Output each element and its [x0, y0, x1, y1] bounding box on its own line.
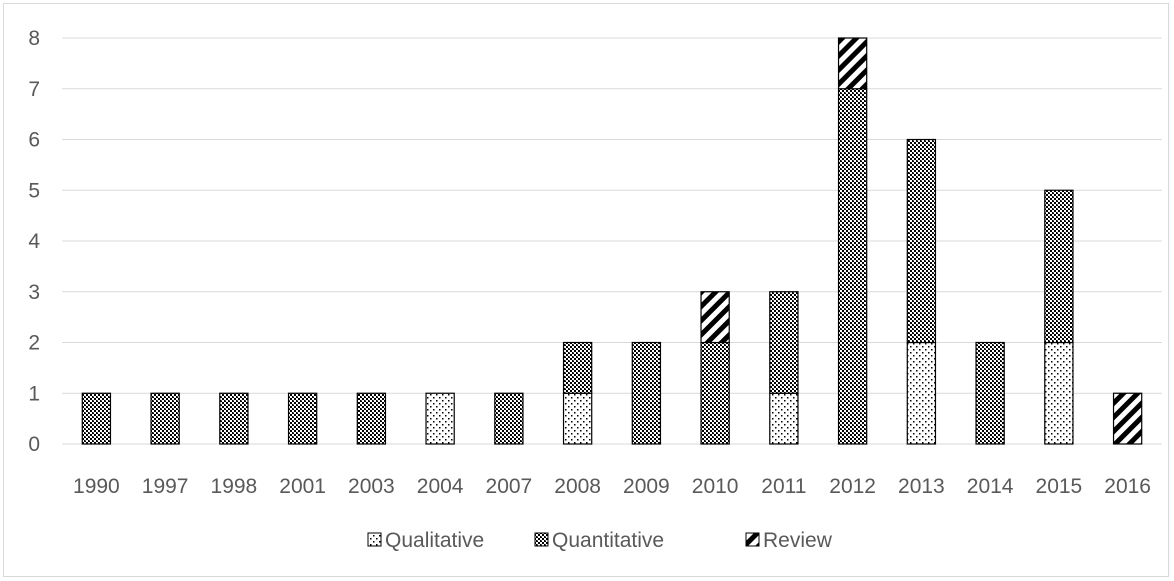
bar-quantitative-2012 — [837, 88, 868, 445]
y-axis-ticks: 0 1 2 3 4 5 6 7 8 — [28, 27, 40, 456]
legend-swatch-quantitative — [534, 532, 549, 547]
legend-swatch-review — [745, 532, 760, 547]
bar-qualitative-2008 — [562, 392, 593, 445]
bar-quantitative-1998 — [219, 392, 249, 445]
bar-quantitative-2007 — [494, 392, 524, 445]
x-tick-label: 2012 — [829, 475, 876, 498]
bar-review-2012 — [837, 37, 868, 90]
bar-quantitative-2003 — [356, 392, 387, 445]
x-tick-label: 2009 — [623, 475, 670, 498]
bar-quantitative-2001 — [287, 392, 318, 445]
y-tick-label: 4 — [28, 230, 40, 253]
chart-frame — [3, 3, 1169, 577]
bar-review-2016 — [1112, 392, 1143, 445]
legend-swatch-qualitative — [367, 532, 382, 547]
legend-label-quantitative: Quantitative — [552, 529, 664, 552]
bar-qualitative-2015 — [1044, 341, 1074, 445]
x-tick-label: 2015 — [1036, 475, 1083, 498]
legend-label-review: Review — [763, 529, 833, 552]
bar-qualitative-2011 — [769, 392, 799, 445]
y-tick-label: 1 — [28, 382, 40, 405]
bar-review-2010 — [700, 291, 730, 344]
y-tick-label: 6 — [28, 129, 40, 152]
x-tick-label: 1997 — [142, 475, 189, 498]
bar-quantitative-2015 — [1044, 189, 1074, 344]
x-tick-label: 2001 — [279, 475, 326, 498]
x-tick-label: 2003 — [348, 475, 395, 498]
bar-quantitative-1997 — [150, 392, 180, 445]
y-tick-label: 0 — [28, 433, 40, 456]
y-tick-label: 2 — [28, 332, 40, 355]
bar-qualitative-2004 — [425, 392, 455, 445]
bar-quantitative-1990 — [81, 392, 112, 445]
x-tick-label: 2011 — [761, 475, 806, 498]
bar-quantitative-2009 — [631, 341, 662, 445]
x-tick-label: 2010 — [692, 475, 739, 498]
x-axis-ticks: 1990 1997 1998 2001 2003 2004 2007 2008 2009 2010… — [73, 475, 1151, 498]
y-tick-label: 7 — [28, 78, 40, 101]
bar-quantitative-2008 — [562, 341, 593, 394]
y-tick-label: 3 — [28, 281, 40, 304]
x-tick-label: 2013 — [898, 475, 945, 498]
y-tick-label: 8 — [28, 27, 40, 50]
legend: Qualitative Quantitative Review — [367, 529, 833, 552]
bar-quantitative-2011 — [769, 291, 799, 394]
x-tick-label: 2004 — [417, 475, 464, 498]
bar-quantitative-2014 — [975, 341, 1005, 445]
x-tick-label: 2014 — [967, 475, 1014, 498]
bars — [81, 37, 1143, 445]
x-tick-label: 2008 — [554, 475, 601, 498]
legend-label-qualitative: Qualitative — [385, 529, 484, 552]
x-tick-label: 1998 — [211, 475, 258, 498]
bar-qualitative-2013 — [906, 341, 937, 445]
bar-quantitative-2010 — [700, 341, 730, 445]
bar-quantitative-2013 — [906, 138, 937, 344]
x-tick-label: 2016 — [1104, 475, 1151, 498]
x-tick-label: 2007 — [486, 475, 533, 498]
x-tick-label: 1990 — [73, 475, 120, 498]
y-tick-label: 5 — [28, 179, 40, 202]
